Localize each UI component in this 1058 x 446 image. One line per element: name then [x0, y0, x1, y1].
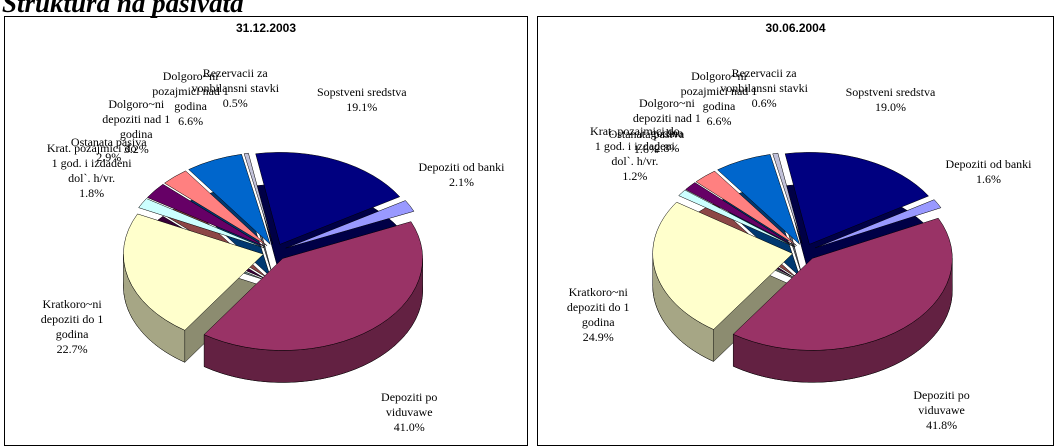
- slice: [784, 152, 929, 245]
- slice-label: Rezervacii za vonbilansni stavki 0.6%: [716, 66, 812, 111]
- category-label: Sopstveni sredstva: [845, 84, 936, 99]
- slice-label: Depoziti od banki 1.6%: [941, 157, 1037, 187]
- category-label: Depoziti po viduvawe: [913, 388, 970, 417]
- category-label: Ostanata pasiva: [70, 134, 147, 149]
- category-label: Kratkoro~ni depoziti do 1 godina: [40, 297, 104, 342]
- slice: [138, 198, 265, 249]
- slice-label: Ostanata pasiva 2.9%: [61, 135, 157, 165]
- slice-label: Rezervacii za vonbilansni stavki 0.5%: [187, 66, 283, 111]
- slice-label: Krat. pozajmici do 1 god. i izdadeni dol…: [587, 124, 683, 184]
- chart-panel: 30.06.2004 Sopstveni sredstva 19.0% Depozi…: [537, 16, 1054, 446]
- category-label: Sopstveni sredstva: [316, 84, 407, 99]
- slice-label: Krat. pozajmici do 1 god. i izdadeni dol…: [44, 141, 140, 201]
- value-label: 1.2%: [622, 168, 648, 183]
- slice: [695, 170, 797, 246]
- pie-svg: [652, 152, 953, 383]
- value-label: 0.6%: [751, 95, 777, 110]
- slice-label: Dolgoro~ni pozajmici nad 1 godina 6.6%: [143, 69, 239, 129]
- value-label: 41.8%: [926, 418, 958, 432]
- category-label: Dolgoro~ni pozajmici nad 1 godina: [680, 69, 758, 114]
- main-title: Struktura na pasivata: [2, 0, 244, 18]
- chart-title: 31.12.2003: [235, 21, 297, 35]
- category-label: Depoziti od banki: [418, 160, 505, 175]
- category-label: Kratkoro~ni depoziti do 1 godina: [566, 285, 630, 330]
- slice: [285, 200, 415, 249]
- slice: [203, 221, 423, 351]
- value-label: 6.6%: [706, 114, 732, 129]
- category-label: Krat. pozajmici do 1 god. i izdadeni dol…: [590, 123, 680, 168]
- slice-label: Dolgoro~ni depoziti nad 1 godina 2.8%: [619, 96, 715, 156]
- slice: [255, 152, 401, 245]
- slice-label: Ostanata pasiva 1.6%: [598, 127, 694, 157]
- slice-label: Dolgoro~ni pozajmici nad 1 godina 6.6%: [671, 69, 767, 129]
- slice-label: Kratkoro~ni depoziti do 1 godina 24.9%: [550, 285, 646, 345]
- category-label: Dolgoro~ni pozajmici nad 1 godina: [152, 69, 229, 114]
- slice: [678, 189, 795, 248]
- slice: [188, 153, 271, 246]
- slice: [717, 154, 801, 246]
- value-label: 1.6%: [633, 142, 659, 157]
- value-label: 2.9%: [96, 149, 122, 164]
- category-label: Depoziti po viduvawe: [381, 389, 438, 419]
- slice-label: Depoziti po viduvawe 41.0%: [361, 390, 457, 435]
- chart-panel: 31.12.2003 Sopstveni sredstva 19.1% Depozi…: [4, 16, 528, 446]
- slice: [814, 199, 942, 249]
- category-label: Dolgoro~ni depoziti nad 1 godina: [632, 95, 701, 140]
- value-label: 3.2%: [123, 141, 149, 156]
- category-label: Dolgoro~ni depoziti nad 1 godina: [102, 96, 171, 141]
- slice: [685, 182, 796, 247]
- value-label: 1.6%: [976, 171, 1002, 186]
- value-label: 41.0%: [393, 419, 425, 434]
- value-label: 2.1%: [448, 175, 474, 190]
- slice-label: Dolgoro~ni depoziti nad 1 godina 3.2%: [88, 97, 184, 157]
- slice: [772, 152, 803, 244]
- value-label: 6.6%: [178, 114, 204, 129]
- category-label: Rezervacii za vonbilansni stavki: [720, 65, 808, 95]
- category-label: Ostanata pasiva: [608, 127, 685, 142]
- value-label: 19.1%: [346, 99, 378, 114]
- slice: [146, 183, 266, 248]
- slice-label: Depoziti od banki 2.1%: [413, 160, 509, 190]
- value-label: 24.9%: [582, 330, 614, 345]
- category-label: Rezervacii za vonbilansni stavki: [191, 65, 280, 95]
- slice-label: Sopstveni sredstva 19.0%: [842, 85, 938, 115]
- value-label: 1.8%: [79, 185, 105, 200]
- value-label: 0.5%: [222, 95, 248, 110]
- chart-title: 30.06.2004: [765, 21, 826, 35]
- slice: [652, 201, 794, 330]
- slice-label: Sopstveni sredstva 19.1%: [314, 85, 410, 115]
- pie-svg: [123, 152, 423, 383]
- slice: [732, 217, 953, 351]
- slice-label: Depoziti po viduvawe 41.8%: [894, 388, 990, 433]
- value-label: 19.0%: [874, 99, 906, 114]
- category-label: Krat. pozajmici do 1 god. i izdadeni dol…: [46, 140, 137, 185]
- slice-label: Kratkoro~ni depoziti do 1 godina 22.7%: [24, 297, 120, 357]
- slice: [243, 152, 273, 244]
- value-label: 22.7%: [56, 342, 88, 357]
- slice: [164, 170, 268, 246]
- slice: [123, 213, 264, 331]
- value-label: 2.8%: [654, 140, 680, 155]
- category-label: Depoziti od banki: [945, 156, 1032, 171]
